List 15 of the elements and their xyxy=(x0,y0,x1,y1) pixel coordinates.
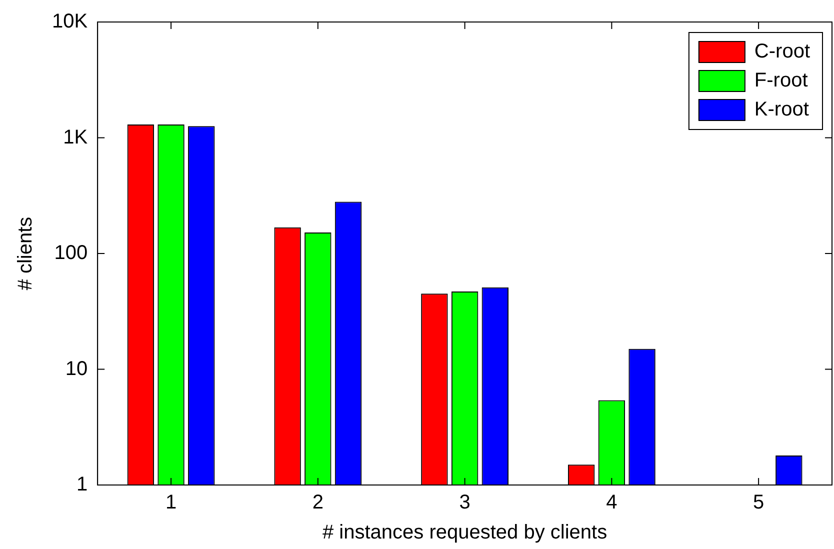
y-tick-label: 10 xyxy=(65,358,88,380)
legend-label: K-root xyxy=(754,98,810,121)
x-tick-label: 3 xyxy=(459,492,470,514)
legend-label: C-root xyxy=(754,40,810,63)
legend-label: F-root xyxy=(754,70,808,92)
y-tick-label: 100 xyxy=(54,242,88,264)
y-axis-title: # clients xyxy=(14,216,37,290)
x-tick-label: 1 xyxy=(165,492,177,514)
y-tick-label: 1K xyxy=(63,126,88,148)
x-tick-label: 4 xyxy=(606,492,618,514)
x-tick-label: 5 xyxy=(752,492,764,514)
x-tick-label: 2 xyxy=(312,492,324,514)
x-axis-title: # instances requested by clients xyxy=(322,522,608,544)
y-tick-label: 1 xyxy=(76,474,88,496)
y-tick-label: 10K xyxy=(52,10,88,33)
